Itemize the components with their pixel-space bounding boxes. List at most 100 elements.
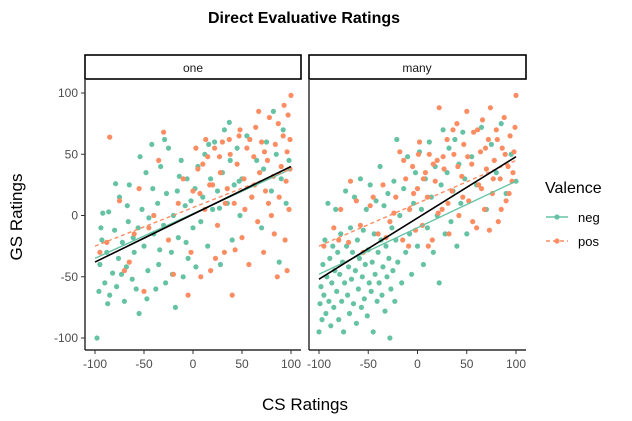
data-point-neg: [380, 264, 386, 270]
data-point-pos: [411, 190, 417, 197]
data-point-pos: [276, 194, 282, 200]
data-point-neg: [119, 239, 125, 245]
data-point-neg: [355, 286, 361, 292]
data-point-pos: [205, 154, 211, 160]
data-point-neg: [263, 139, 270, 145]
data-point-pos: [505, 163, 511, 170]
data-point-neg: [231, 182, 237, 188]
data-point-pos: [287, 136, 293, 143]
data-point-pos: [485, 136, 491, 143]
data-point-neg: [382, 308, 388, 314]
data-point-neg: [226, 119, 232, 125]
data-point-neg: [193, 264, 199, 270]
data-point-pos: [198, 274, 204, 280]
data-point-pos: [420, 176, 426, 182]
data-point-neg: [157, 247, 163, 253]
data-point-neg: [270, 108, 276, 114]
data-point-neg: [144, 296, 150, 302]
data-point-neg: [146, 215, 152, 221]
data-point-neg: [498, 121, 504, 127]
data-point-pos: [284, 268, 290, 274]
data-point-neg: [176, 173, 182, 179]
data-point-neg: [372, 271, 378, 277]
data-point-neg: [357, 176, 363, 182]
data-point-pos: [414, 186, 421, 192]
data-point-pos: [212, 145, 218, 151]
data-point-pos: [282, 237, 288, 243]
data-point-neg: [379, 292, 385, 298]
data-point-neg: [150, 186, 156, 192]
data-point-neg: [98, 225, 104, 231]
data-point-neg: [158, 163, 164, 170]
data-point-pos: [432, 178, 438, 184]
data-point-neg: [143, 170, 149, 176]
data-point-pos: [284, 149, 290, 155]
data-point-pos: [165, 237, 172, 243]
data-point-neg: [452, 136, 458, 143]
data-point-pos: [512, 124, 518, 130]
data-point-pos: [236, 133, 242, 139]
data-point-neg: [229, 237, 235, 243]
x-tick-label: -50: [360, 357, 378, 371]
data-point-neg: [349, 249, 356, 255]
data-point-neg: [420, 261, 426, 268]
data-point-neg: [205, 243, 211, 249]
points-one: [94, 92, 294, 341]
data-point-neg: [330, 243, 336, 249]
data-point-neg: [460, 129, 466, 135]
data-point-neg: [100, 210, 106, 216]
data-point-pos: [203, 136, 209, 143]
data-point-pos: [425, 243, 431, 249]
data-point-neg: [133, 286, 139, 292]
data-point-neg: [126, 182, 132, 188]
data-point-neg: [356, 255, 362, 261]
data-point-pos: [271, 231, 277, 237]
data-point-pos: [471, 129, 477, 135]
data-point-pos: [439, 206, 445, 212]
data-point-pos: [455, 163, 461, 170]
data-point-neg: [320, 261, 326, 268]
data-point-neg: [331, 304, 337, 310]
data-point-neg: [163, 280, 169, 286]
data-point-pos: [336, 237, 342, 243]
data-point-neg: [217, 261, 223, 268]
data-point-neg: [345, 292, 351, 298]
data-point-pos: [353, 198, 359, 204]
legend-point-pos: [554, 238, 560, 244]
data-point-neg: [280, 127, 286, 133]
data-point-neg: [286, 157, 292, 163]
data-point-pos: [266, 114, 272, 121]
x-tick-label: 50: [235, 357, 249, 371]
data-point-pos: [217, 170, 223, 176]
data-point-neg: [401, 186, 407, 192]
data-point-neg: [362, 261, 368, 268]
data-point-neg: [283, 200, 289, 206]
data-point-neg: [346, 264, 352, 270]
data-point-pos: [97, 249, 103, 255]
data-point-pos: [247, 136, 253, 143]
data-point-pos: [475, 127, 481, 133]
data-point-neg: [180, 274, 186, 280]
data-point-pos: [231, 200, 237, 206]
data-point-neg: [210, 206, 216, 212]
data-point-neg: [323, 310, 329, 317]
data-point-pos: [493, 127, 499, 133]
data-point-pos: [476, 182, 482, 188]
data-point-neg: [329, 280, 335, 286]
data-point-pos: [107, 134, 113, 140]
legend: Valence neg pos: [545, 180, 602, 249]
data-point-pos: [367, 203, 373, 209]
data-point-neg: [399, 280, 405, 286]
data-point-neg: [141, 243, 147, 249]
data-point-neg: [358, 304, 364, 310]
data-point-neg: [115, 255, 122, 261]
data-point-neg: [168, 249, 174, 255]
data-point-pos: [193, 145, 199, 151]
y-tick-label: -50: [61, 270, 79, 284]
data-point-neg: [353, 320, 359, 326]
data-point-pos: [278, 163, 284, 170]
data-point-pos: [288, 92, 294, 98]
data-point-neg: [139, 206, 145, 212]
data-point-neg: [156, 261, 162, 268]
data-point-pos: [219, 139, 225, 145]
